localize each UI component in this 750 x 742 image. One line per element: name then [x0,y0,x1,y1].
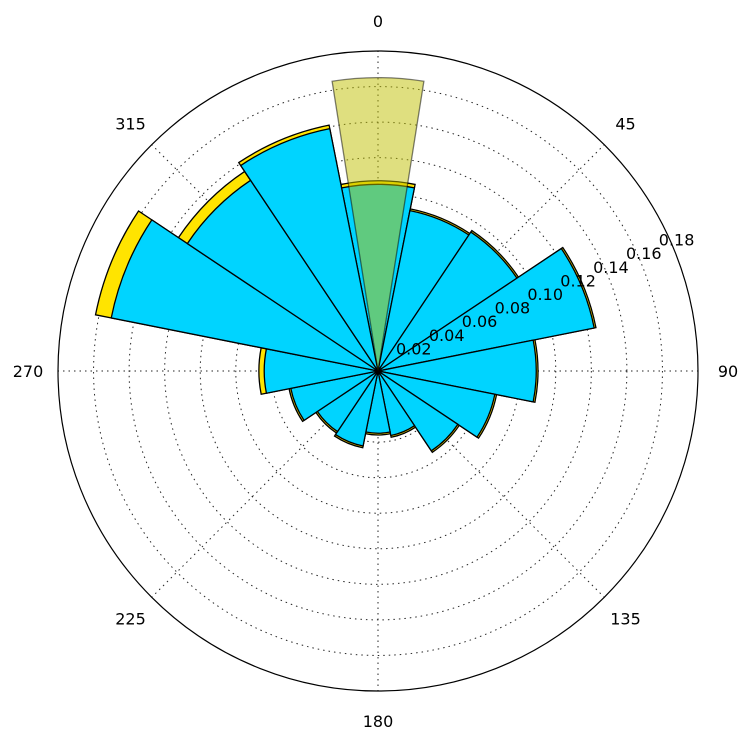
radial-tick-label: 0.02 [396,339,432,358]
radial-gridline [164,157,592,585]
radial-tick-label: 0.04 [429,326,465,345]
radial-tick-label: 0.16 [626,244,662,263]
bar-mark [334,370,379,447]
radial-tick-label: 0.10 [527,285,563,304]
series-1 [110,127,595,452]
polar-frame [57,50,699,692]
bar-mark [377,370,459,452]
bar-mark [239,127,379,372]
radial-tick-label: 0.18 [659,231,695,250]
radial-tick-label: 0.06 [462,312,498,331]
angular-tick-label: 270 [13,362,44,381]
bar-mark [377,370,416,437]
angular-tick-label: 180 [363,712,394,731]
angular-tick-label: 225 [115,610,146,629]
bar-mark [331,77,425,372]
radial-gridline [93,86,663,656]
angular-gridline [377,370,605,598]
bar-mark [110,218,379,372]
angular-tick-labels: 0 45 90 135 180 225 270 315 [13,12,738,731]
angular-tick-label: 315 [115,115,146,134]
radial-tick-label: 0.08 [495,299,531,318]
bar-mark [377,370,496,439]
radial-tick-label: 0.14 [593,258,629,277]
angular-tick-label: 0 [373,12,383,31]
angular-tick-label: 135 [610,610,641,629]
bar-mark [377,339,537,403]
radial-tick-label: 0.12 [560,271,596,290]
bars [94,77,597,454]
angular-tick-label: 90 [718,362,738,381]
radial-tick-labels: 0.020.040.060.080.100.120.140.160.18 [396,231,694,359]
angular-tick-label: 45 [615,115,635,134]
angular-gridline [151,370,379,598]
bar-mark [377,247,595,372]
series-2 [331,77,425,372]
